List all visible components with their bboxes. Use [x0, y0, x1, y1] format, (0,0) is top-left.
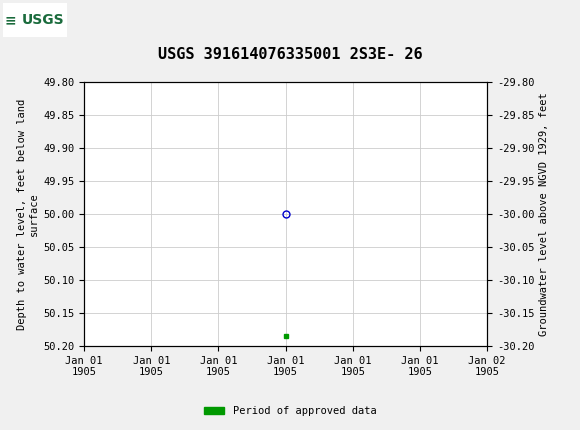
Text: ≡: ≡	[5, 13, 16, 27]
Y-axis label: Depth to water level, feet below land
surface: Depth to water level, feet below land su…	[17, 98, 39, 329]
Legend: Period of approved data: Period of approved data	[200, 402, 380, 421]
Y-axis label: Groundwater level above NGVD 1929, feet: Groundwater level above NGVD 1929, feet	[539, 92, 549, 336]
Bar	[3, 3, 67, 37]
Text: USGS: USGS	[22, 13, 64, 27]
Text: USGS 391614076335001 2S3E- 26: USGS 391614076335001 2S3E- 26	[158, 47, 422, 62]
